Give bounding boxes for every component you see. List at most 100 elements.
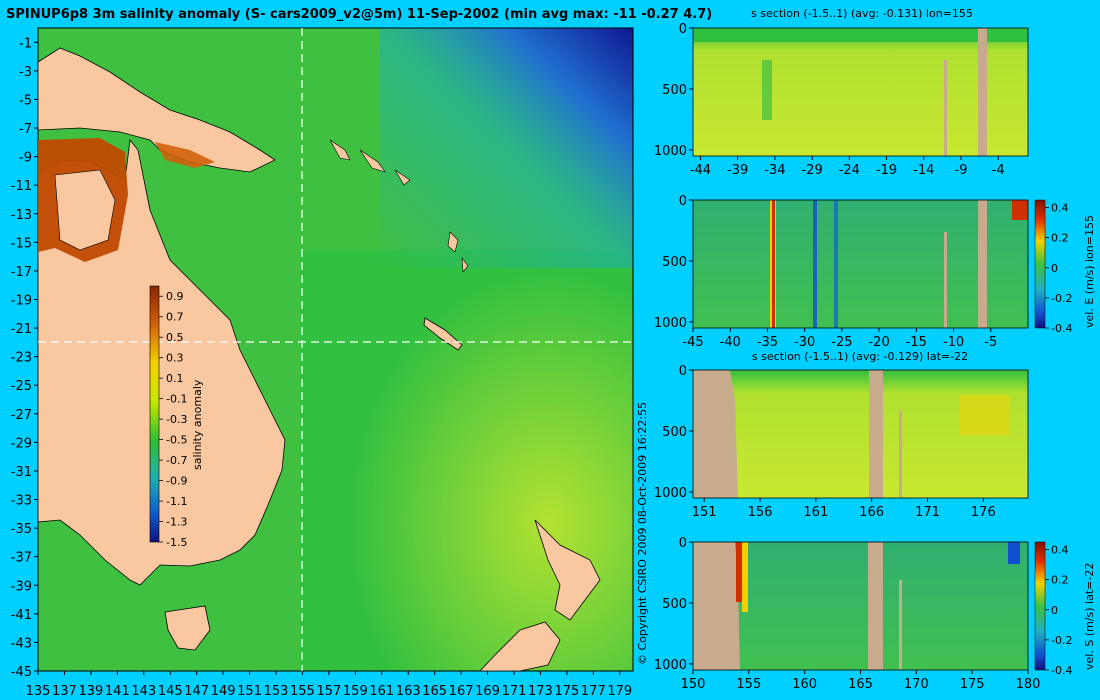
section-x-tick-label: -10: [943, 335, 964, 350]
map-y-tick-label: -27: [11, 408, 32, 423]
section1-title: s section (-1.5..1) (avg: -0.131) lon=15…: [751, 7, 973, 20]
map-title: SPINUP6p8 3m salinity anomaly (S- cars20…: [6, 7, 712, 22]
map-y-tick-label: -5: [19, 93, 32, 108]
map-y-tick-label: -25: [11, 379, 32, 394]
vel-e-colorbar: [1034, 199, 1046, 329]
vel-s-colorbar: [1034, 541, 1046, 671]
section-x-tick-label: -45: [682, 335, 703, 350]
map-y-tick-label: -41: [11, 608, 32, 623]
map-x-tick-label: 169: [475, 684, 500, 699]
section-x-tick-label: -44: [690, 163, 711, 178]
section-y-tick-label: 1000: [654, 658, 687, 673]
map-x-tick-label: 147: [184, 684, 209, 699]
map-y-tick-label: -15: [11, 236, 32, 251]
map-sea-fresh: [380, 28, 633, 268]
salinity-colorbar-tick-label: 0.7: [166, 311, 184, 324]
map-x-axis: 135 137 139 141 143 145 147 149 151 153 155 157 159 1…: [26, 671, 632, 699]
salinity-colorbar-tick-label: -0.5: [166, 434, 187, 447]
section4-jet-red: [736, 542, 742, 602]
section4-land-ridge: [868, 542, 883, 670]
section-y-tick-label: 500: [662, 425, 687, 440]
gulf-carpentaria-inner: [54, 169, 116, 251]
section1-land-ridge: [944, 60, 947, 156]
salinity-colorbar-tick-label: -1.5: [166, 536, 187, 549]
map-x-tick-label: 153: [264, 684, 289, 699]
map-y-tick-label: -11: [11, 179, 32, 194]
map-x-tick-label: 143: [131, 684, 156, 699]
section1-surface-band: [693, 28, 1028, 42]
section2-field: [693, 200, 1028, 328]
salinity-colorbar-tick-label: 0.3: [166, 352, 184, 365]
section4-land-west: [693, 542, 740, 670]
section-x-tick-label: 156: [748, 505, 773, 520]
salinity-colorbar-tick-label: -1.3: [166, 516, 187, 529]
vel-e-colorbar-label: vel. E (m/s) lon=155: [1083, 215, 1096, 328]
section-y-tick-label: 0: [679, 364, 687, 379]
section-x-tick-label: -4: [992, 163, 1005, 178]
section-x-tick-label: -5: [984, 335, 997, 350]
section4-jet-yellow: [742, 542, 748, 612]
section2-panel: 0.4 0.2 0 -0.2 -0.4 vel. E (m/s) lon=155 -45…: [654, 194, 1096, 350]
new-zealand-south: [479, 621, 561, 672]
vel-colorbar-tick-label: -0.2: [1051, 634, 1072, 647]
section1-land: [978, 28, 987, 156]
section1-fresh-plume: [762, 60, 772, 120]
section3-warm-patch: [960, 395, 1010, 435]
map-y-tick-label: -31: [11, 465, 32, 480]
section-x-tick-label: 166: [859, 505, 884, 520]
salinity-colorbar-label: salinity anomaly: [191, 379, 204, 470]
section-x-tick-label: -9: [955, 163, 968, 178]
map-x-tick-label: 163: [396, 684, 421, 699]
section2-land-ridge: [944, 232, 947, 328]
map-sea-warm: [300, 250, 633, 670]
map-y-tick-label: -13: [11, 208, 32, 223]
salinity-colorbar-tick-label: -0.1: [166, 393, 187, 406]
section-y-tick-label: 0: [679, 536, 687, 551]
salinity-colorbar-tick-label: -0.9: [166, 475, 187, 488]
map-x-tick-label: 151: [237, 684, 262, 699]
section4-axes: 150 155 160 165 170 175 180 0 500 1000: [654, 536, 1041, 692]
vel-colorbar-tick-label: 0.4: [1051, 202, 1069, 215]
section-x-tick-label: -34: [764, 163, 785, 178]
map-x-tick-label: 145: [158, 684, 183, 699]
section-x-tick-label: 165: [848, 677, 873, 692]
map-x-tick-label: 137: [52, 684, 77, 699]
copyright-text: © Copyright CSIRO 2009 08-Oct-2009 16:22…: [636, 402, 649, 665]
tasmania-landmass: [164, 605, 211, 651]
map-x-tick-label: 167: [449, 684, 474, 699]
solomon-islands: [329, 139, 411, 186]
section-y-tick-label: 0: [679, 22, 687, 37]
vel-s-colorbar-label: vel. S (m/s) lat=-22: [1083, 563, 1096, 670]
salinity-colorbar-ticks: 0.9 0.7 0.5 0.3 0.1 -0.1 -0.3 -0.5 -0.7 -0.9 -1.1 -…: [159, 290, 187, 549]
section-x-tick-label: -40: [720, 335, 741, 350]
vel-colorbar-tick-label: 0: [1051, 604, 1058, 617]
map-y-tick-label: -21: [11, 322, 32, 337]
section-x-tick-label: 161: [803, 505, 828, 520]
map-y-tick-label: -35: [11, 522, 32, 537]
salinity-colorbar-tick-label: 0.5: [166, 331, 184, 344]
section3-land-narrow: [899, 410, 902, 498]
section-x-tick-label: 170: [904, 677, 929, 692]
section-x-tick-label: 155: [736, 677, 761, 692]
section-x-tick-label: -15: [906, 335, 927, 350]
section2-land: [978, 200, 987, 328]
section-y-tick-label: 500: [662, 83, 687, 98]
salinity-colorbar-tick-label: -0.3: [166, 413, 187, 426]
section1-frame: [692, 27, 1029, 157]
section2-jet-blue2: [834, 200, 838, 328]
section-x-tick-label: -39: [727, 163, 748, 178]
salinity-colorbar-tick-label: -0.7: [166, 454, 187, 467]
new-guinea-high-anomaly: [155, 142, 215, 168]
map-x-tick-label: 161: [369, 684, 394, 699]
section-x-tick-label: -25: [831, 335, 852, 350]
section2-axes: -45 -40 -35 -30 -25 -20 -15 -10 -5 0 500 1000: [654, 194, 997, 350]
map-x-tick-label: 139: [78, 684, 103, 699]
map-x-tick-label: 141: [105, 684, 130, 699]
map-y-tick-label: -33: [11, 494, 32, 509]
section4-jet-blue: [1008, 542, 1020, 564]
vel-colorbar-tick-label: 0: [1051, 262, 1058, 275]
vanuatu-islands: [447, 231, 469, 273]
section2-coastal-jet: [1012, 200, 1028, 220]
section3-frame: [692, 369, 1029, 499]
map-y-tick-label: -43: [11, 636, 32, 651]
